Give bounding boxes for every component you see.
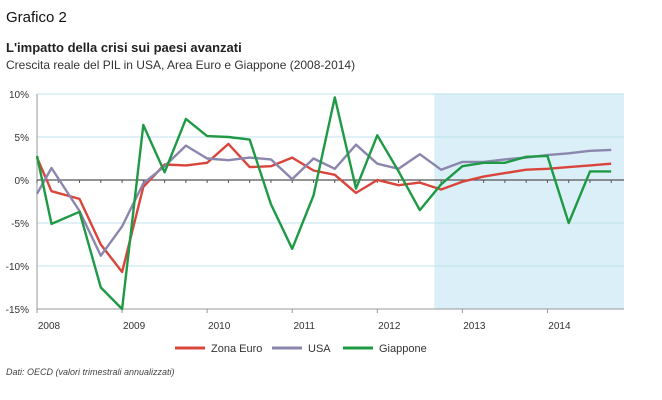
- figure-label: Grafico 2: [6, 9, 67, 26]
- x-tick-label: 2011: [293, 321, 315, 332]
- y-tick-label: 5%: [15, 133, 30, 144]
- source-note: Dati: OECD (valori trimestrali annualizz…: [6, 367, 175, 377]
- legend-label: Giappone: [379, 343, 427, 355]
- legend-label: USA: [308, 343, 331, 355]
- shaded-region: [434, 94, 624, 309]
- chart-title: L'impatto della crisi sui paesi avanzati: [6, 40, 242, 55]
- x-tick-label: 2010: [208, 321, 231, 332]
- chart-subtitle: Crescita reale del PIL in USA, Area Euro…: [6, 58, 356, 72]
- series-line-zona-euro: [35, 142, 612, 274]
- x-tick-label: 2012: [378, 321, 401, 332]
- series-line-usa: [35, 143, 612, 257]
- x-tick-label: 2009: [123, 321, 146, 332]
- y-tick-label: 0%: [15, 176, 30, 187]
- x-tick-label: 2008: [38, 321, 61, 332]
- x-tick-label: 2013: [463, 321, 486, 332]
- y-tick-label: -5%: [11, 219, 29, 230]
- y-tick-label: -15%: [6, 305, 29, 316]
- y-tick-label: -10%: [6, 262, 29, 273]
- legend-label: Zona Euro: [211, 343, 262, 355]
- y-tick-label: 10%: [9, 90, 29, 101]
- x-tick-label: 2014: [548, 321, 571, 332]
- series-line-giappone: [35, 96, 612, 311]
